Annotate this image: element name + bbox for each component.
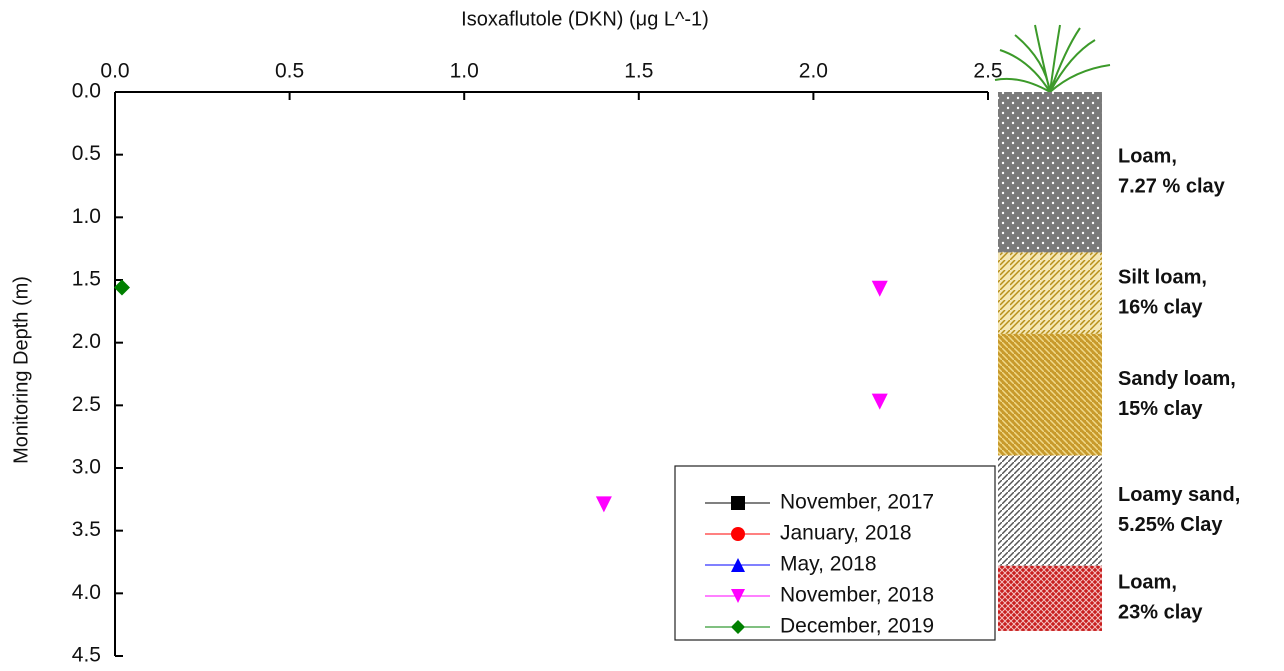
soil-layer: [998, 455, 1102, 566]
legend-label: November, 2017: [780, 491, 934, 514]
chart-title: Isoxaflutole (DKN) (μg L^-1): [461, 8, 709, 30]
x-tick-label: 1.0: [450, 60, 479, 83]
marker: [731, 527, 745, 541]
y-tick-label: 3.0: [72, 456, 101, 479]
y-tick-label: 1.5: [72, 268, 101, 291]
legend-box: [674, 465, 996, 641]
y-tick-label: 0.5: [72, 142, 101, 165]
soil-label: 7.27 % clay: [1118, 175, 1226, 197]
grass: [994, 24, 1111, 93]
soil-label: Sandy loam,: [1118, 368, 1236, 390]
marker: [595, 496, 612, 513]
marker: [871, 280, 888, 297]
x-tick-label: 1.5: [624, 60, 653, 83]
soil-label: Silt loam,: [1118, 266, 1207, 288]
legend-label: November, 2018: [780, 584, 934, 607]
legend-label: January, 2018: [780, 522, 912, 545]
soil-label: 5.25% Clay: [1118, 514, 1223, 536]
legend-label: December, 2019: [780, 615, 934, 638]
soil-label: 16% clay: [1118, 296, 1203, 318]
x-tick-label: 0.5: [275, 60, 304, 83]
x-tick-label: 0.0: [100, 60, 129, 83]
x-tick-label: 2.0: [799, 60, 828, 83]
y-tick-label: 0.0: [72, 80, 101, 103]
x-tick-label: 2.5: [973, 60, 1002, 83]
marker: [731, 589, 745, 603]
marker: [113, 279, 130, 296]
y-tick-label: 3.5: [72, 518, 101, 541]
soil-layer: [998, 92, 1102, 253]
marker: [731, 620, 745, 634]
y-tick-label: 2.5: [72, 393, 101, 416]
soil-label: Loam,: [1118, 145, 1177, 167]
soil-label: 23% clay: [1118, 602, 1203, 624]
y-axis-label: Monitoring Depth (m): [10, 276, 32, 464]
y-tick-label: 4.5: [72, 644, 101, 666]
y-tick-label: 4.0: [72, 581, 101, 604]
soil-layer: [998, 565, 1102, 631]
soil-label: Loamy sand,: [1118, 484, 1240, 506]
soil-label: 15% clay: [1118, 398, 1203, 420]
legend-label: May, 2018: [780, 553, 877, 576]
marker: [731, 496, 745, 510]
marker: [731, 558, 745, 572]
y-tick-label: 2.0: [72, 330, 101, 353]
y-tick-label: 1.0: [72, 205, 101, 228]
soil-layer: [998, 333, 1102, 456]
soil-layer: [998, 252, 1102, 334]
marker: [871, 393, 888, 410]
soil-label: Loam,: [1118, 572, 1177, 594]
